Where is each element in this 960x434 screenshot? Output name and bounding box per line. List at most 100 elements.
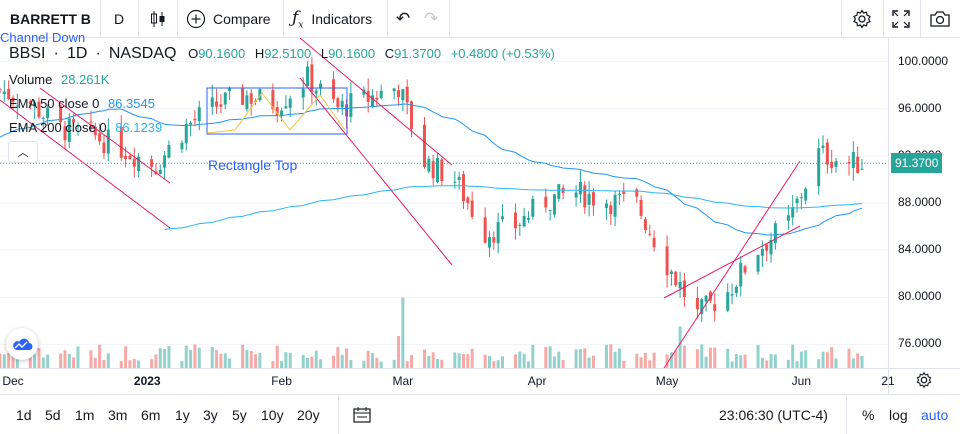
candle-body <box>548 209 552 211</box>
range-button-1y[interactable]: 1y <box>175 406 190 423</box>
candle-body <box>423 124 427 167</box>
volume-bar <box>0 353 2 368</box>
volume-bar <box>254 354 258 368</box>
volume-bar <box>773 354 777 368</box>
legend-ema50[interactable]: EMA 50 close 0 86.3545 <box>9 96 155 111</box>
range-button-5y[interactable]: 5y <box>232 406 247 423</box>
candle-body <box>834 161 838 167</box>
candle-body <box>180 142 184 150</box>
volume-bar <box>795 361 799 368</box>
range-button-1d[interactable]: 1d <box>16 406 32 423</box>
axis-settings-button[interactable] <box>915 371 933 394</box>
volume-bar <box>643 353 647 368</box>
candle-body <box>319 83 323 89</box>
candle-body <box>249 93 253 104</box>
range-button-3y[interactable]: 3y <box>203 406 218 423</box>
range-button-6m[interactable]: 6m <box>141 406 161 423</box>
volume-bar <box>306 357 310 368</box>
candle-body <box>453 181 457 183</box>
candle-body <box>730 294 734 296</box>
volume-bar <box>2 354 6 368</box>
candle-body <box>245 95 249 110</box>
candle-body <box>769 239 773 255</box>
fullscreen-button[interactable] <box>892 0 910 38</box>
indicators-button[interactable]: ƒx Indicators <box>292 0 372 38</box>
volume-bar <box>847 348 851 368</box>
time-tick-label: Mar <box>392 374 414 388</box>
chart-style-button[interactable] <box>149 0 167 38</box>
candle-body <box>804 188 808 201</box>
volume-bar <box>470 348 474 368</box>
volume-bar <box>791 344 795 368</box>
range-button-5d[interactable]: 5d <box>45 406 61 423</box>
range-button-1m[interactable]: 1m <box>75 406 95 423</box>
redo-button[interactable]: ↷ <box>424 0 438 38</box>
candle-body <box>189 122 193 125</box>
volume-bar <box>756 344 760 368</box>
candle-body <box>37 101 41 118</box>
candle-body <box>306 66 310 86</box>
legend-symbol: BBSI <box>9 45 46 62</box>
candle-body <box>106 129 110 154</box>
volume-bar <box>700 344 704 368</box>
candle-body <box>552 194 556 215</box>
candle-body <box>483 217 487 243</box>
channel-line <box>299 37 453 166</box>
volume-bar <box>401 297 405 368</box>
volume-bar <box>639 357 643 368</box>
price-chart[interactable] <box>0 37 960 394</box>
volume-bar <box>301 354 305 368</box>
candle-body <box>340 100 344 107</box>
volume-bar <box>59 353 63 368</box>
tradingview-logo[interactable] <box>6 328 38 360</box>
candle-body <box>726 292 730 311</box>
range-button-3m[interactable]: 3m <box>108 406 128 423</box>
time-tick-label: Feb <box>271 374 292 388</box>
candle-body <box>704 295 708 302</box>
rectangle-top-label[interactable]: Rectangle Top <box>208 157 298 173</box>
candle-body <box>678 281 682 289</box>
volume-bar <box>713 347 717 368</box>
candle-body <box>578 181 582 195</box>
undo-button[interactable]: ↶ <box>396 0 410 38</box>
volume-bar <box>275 345 279 368</box>
volume-bar <box>765 360 769 368</box>
volume-bar <box>137 360 141 368</box>
close-value: 91.3700 <box>394 46 442 61</box>
interval-button[interactable]: D <box>114 0 124 38</box>
volume-bar <box>288 352 292 368</box>
legend-volume[interactable]: Volume 28.261K <box>9 72 109 87</box>
percent-toggle[interactable]: % <box>862 395 874 434</box>
volume-bar <box>93 357 97 368</box>
auto-toggle[interactable]: auto <box>921 395 948 434</box>
candle-body <box>93 126 97 136</box>
log-label: log <box>889 406 908 423</box>
candle-body <box>739 262 743 287</box>
volume-bar <box>410 355 414 368</box>
channel-down-label[interactable]: Channel Down <box>0 30 86 45</box>
volume-bar <box>587 357 591 368</box>
legend-ema200[interactable]: EMA 200 close 0 86.1239 <box>9 120 162 135</box>
volume-bar <box>492 361 496 368</box>
range-button-10y[interactable]: 10y <box>261 406 284 423</box>
collapse-legend-button[interactable]: ︿ <box>8 141 38 163</box>
range-button-20y[interactable]: 20y <box>297 406 320 423</box>
log-toggle[interactable]: log <box>889 395 908 434</box>
screenshot-button[interactable] <box>929 0 951 38</box>
symbol-search[interactable]: BARRETT B <box>10 0 91 38</box>
candle-body <box>513 212 517 229</box>
candle-body <box>648 233 652 235</box>
volume-bar <box>682 345 686 368</box>
high-label: H <box>254 46 265 61</box>
goto-date-button[interactable] <box>352 395 372 434</box>
compare-button[interactable]: Compare <box>186 0 271 38</box>
candle-body <box>860 168 864 170</box>
cloud-icon <box>13 338 33 350</box>
candle-body <box>89 121 93 123</box>
last-price-label: 91.3700 <box>891 153 943 174</box>
chart-area[interactable]: BBSI · 1D · NASDAQ O90.1600 H92.5100 L90… <box>0 30 960 394</box>
volume-bar <box>804 350 808 368</box>
settings-button[interactable] <box>852 0 872 38</box>
redo-icon: ↷ <box>424 9 439 28</box>
timezone-clock[interactable]: 23:06:30 (UTC-4) <box>719 395 828 434</box>
